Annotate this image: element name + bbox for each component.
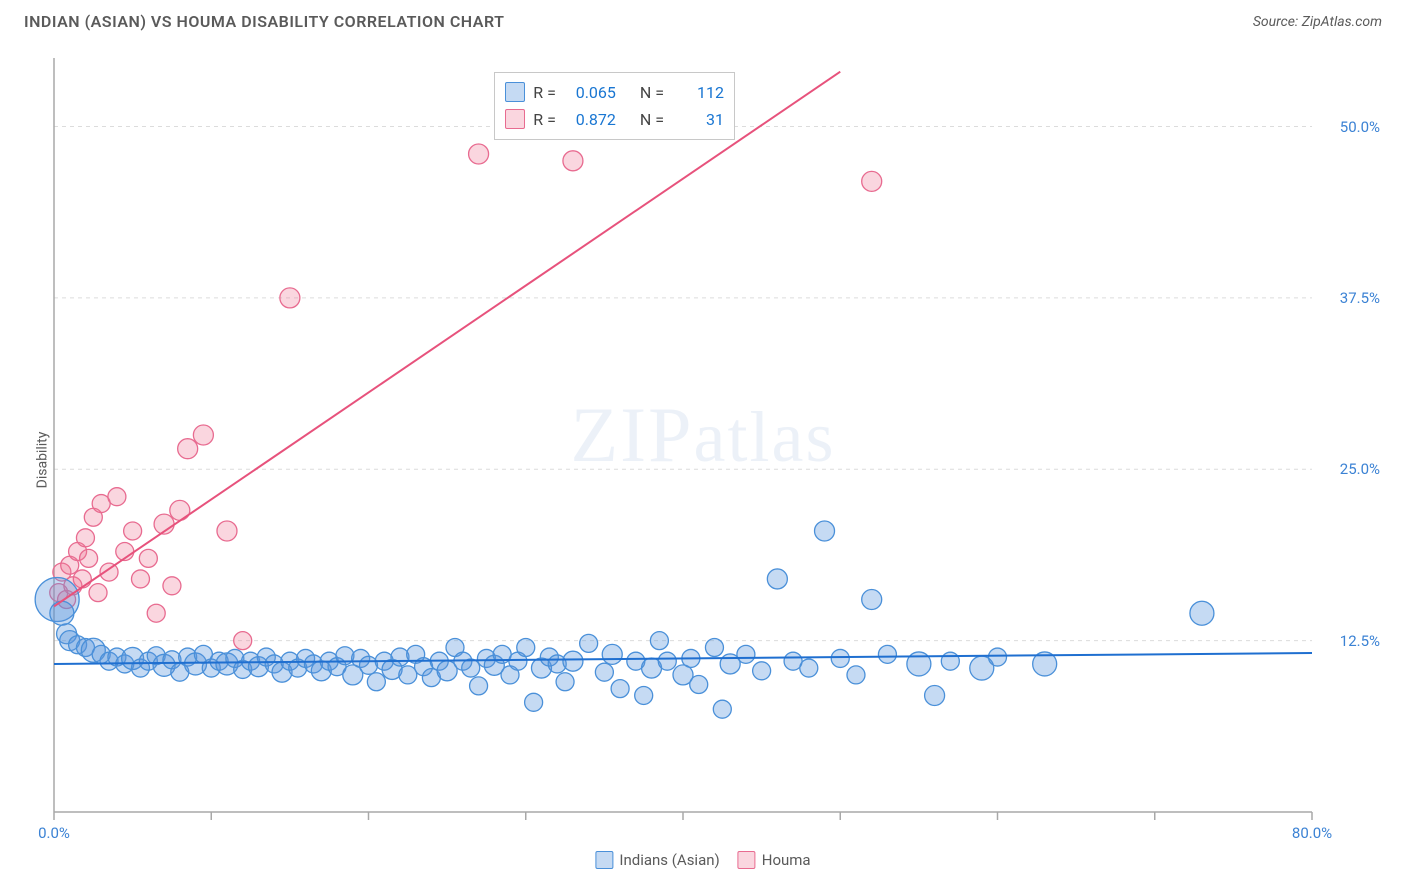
- chart-source: Source: ZipAtlas.com: [1253, 14, 1382, 30]
- legend-swatch-2: [738, 851, 756, 869]
- y-tick-label: 12.5%: [1340, 632, 1380, 650]
- stats-n-label: N =: [640, 79, 664, 106]
- stats-legend-box: R = 0.065 N = 112 R = 0.872 N = 31: [494, 72, 735, 140]
- stats-n-value-1: 112: [672, 79, 724, 106]
- stats-swatch-2: [505, 109, 525, 129]
- stats-r-label: R =: [533, 106, 556, 133]
- stats-swatch-1: [505, 82, 525, 102]
- legend-label-2: Houma: [762, 851, 811, 869]
- stats-r-value-1: 0.065: [564, 79, 616, 106]
- y-tick-label: 37.5%: [1340, 289, 1380, 307]
- stats-row-series1: R = 0.065 N = 112: [505, 79, 724, 106]
- legend-item-2: Houma: [738, 851, 811, 869]
- x-tick-label: 80.0%: [1292, 824, 1332, 842]
- stats-r-label: R =: [533, 79, 556, 106]
- stats-r-value-2: 0.872: [564, 106, 616, 133]
- y-axis-label: Disability: [34, 432, 50, 489]
- stats-n-value-2: 31: [672, 106, 724, 133]
- y-tick-label: 25.0%: [1340, 460, 1380, 478]
- legend-label-1: Indians (Asian): [619, 851, 719, 869]
- scatter-chart-svg: [20, 48, 1386, 872]
- chart-title: INDIAN (ASIAN) VS HOUMA DISABILITY CORRE…: [24, 12, 504, 31]
- y-tick-label: 50.0%: [1340, 118, 1380, 136]
- x-tick-label: 0.0%: [38, 824, 70, 842]
- bottom-legend: Indians (Asian) Houma: [595, 851, 810, 869]
- stats-row-series2: R = 0.872 N = 31: [505, 106, 724, 133]
- legend-item-1: Indians (Asian): [595, 851, 719, 869]
- legend-swatch-1: [595, 851, 613, 869]
- stats-n-label: N =: [640, 106, 664, 133]
- chart-container: Disability ZIPatlas R = 0.065 N = 112 R …: [20, 48, 1386, 872]
